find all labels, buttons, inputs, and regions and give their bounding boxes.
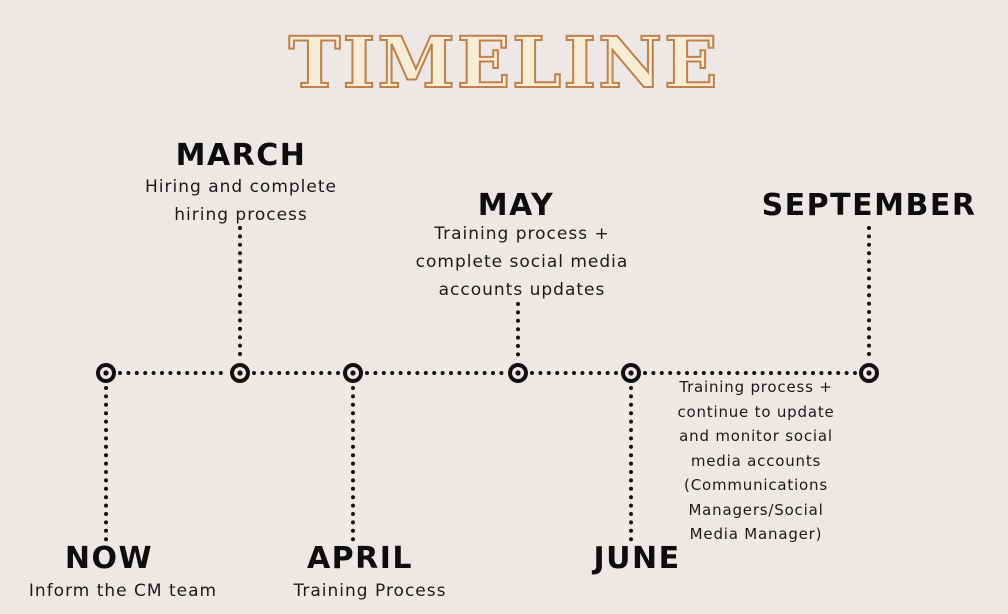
milestone-heading-march: MARCH — [175, 138, 307, 173]
timeline-node-september — [859, 363, 879, 383]
milestone-description-now: Inform the CM team — [28, 581, 218, 601]
timeline-node-may — [508, 363, 528, 383]
milestone-heading-september: SEPTEMBER — [761, 188, 977, 223]
timeline-node-now — [96, 363, 116, 383]
timeline-node-june — [621, 363, 641, 383]
milestone-description-may: Training process + complete social media… — [415, 224, 629, 300]
timeline-node-april — [343, 363, 363, 383]
timeline-node-march — [230, 363, 250, 383]
milestone-description-march: Hiring and complete hiring process — [145, 177, 337, 225]
milestone-description-june: Training process + continue to update an… — [677, 378, 835, 543]
milestone-heading-april: APRIL — [306, 541, 414, 576]
milestone-heading-may: MAY — [477, 188, 555, 223]
milestone-description-april: Training Process — [293, 581, 447, 601]
page-title: TIMELINE — [288, 21, 720, 104]
milestone-heading-now: NOW — [64, 541, 154, 576]
milestone-heading-june: JUNE — [593, 541, 681, 576]
